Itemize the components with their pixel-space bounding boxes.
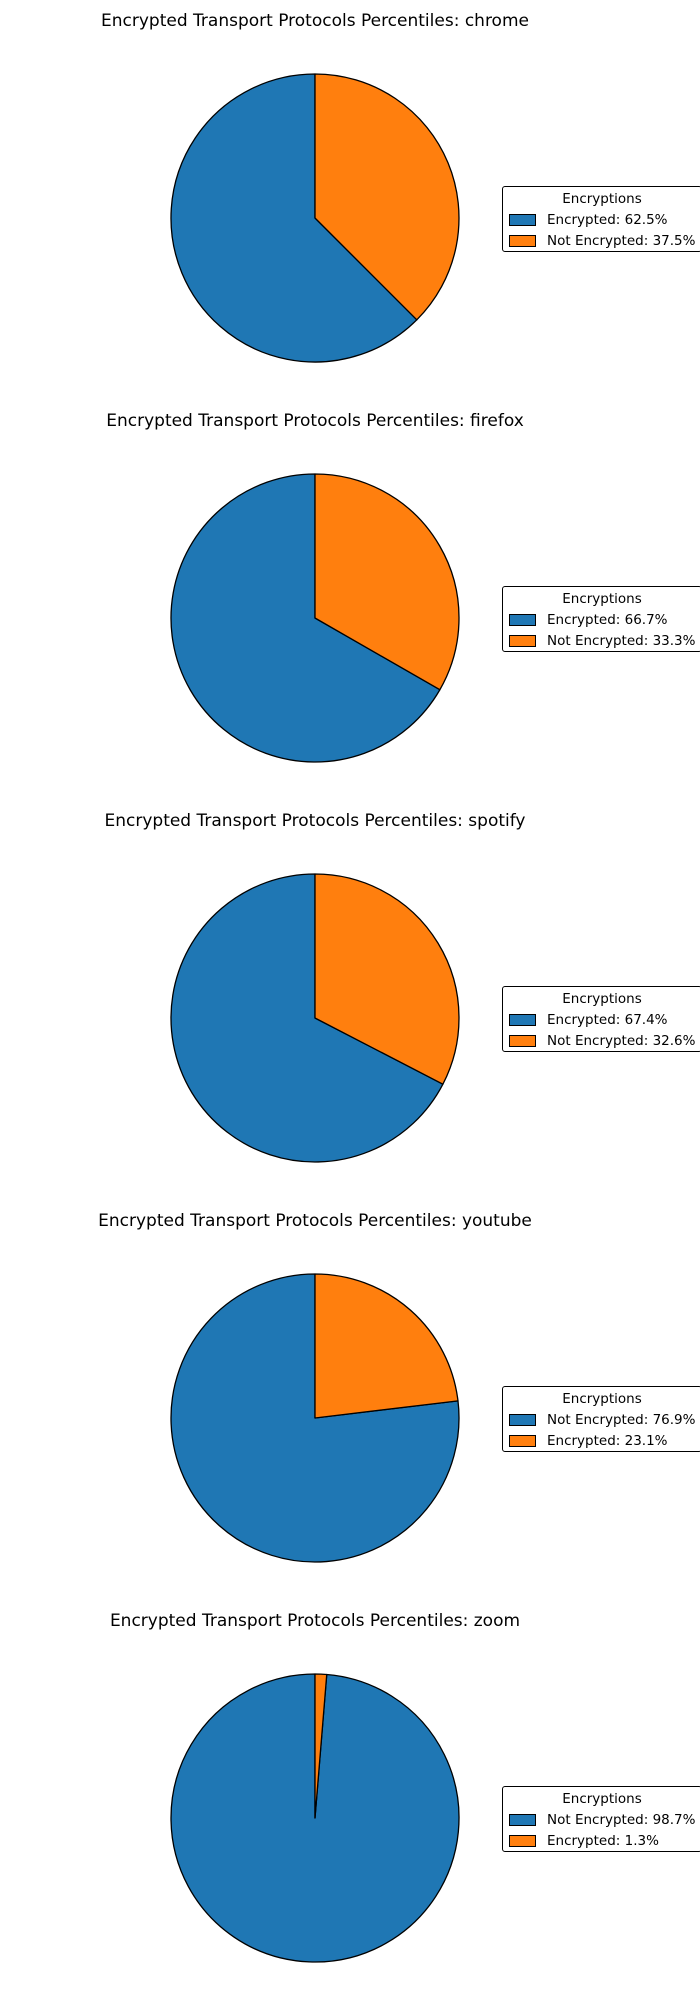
legend: Encryptions Encrypted: 67.4% Not Encrypt… — [502, 986, 700, 1052]
chart-title: Encrypted Transport Protocols Percentile… — [101, 11, 529, 31]
legend-label: Not Encrypted: 76.9% — [547, 1411, 696, 1428]
legend-label: Encrypted: 1.3% — [547, 1832, 659, 1849]
legend-label: Not Encrypted: 32.6% — [547, 1032, 696, 1049]
pie-slice-not-encrypted — [170, 1273, 460, 1563]
pie-panel-zoom: Encrypted Transport Protocols Percentile… — [0, 1600, 700, 2000]
legend: Encryptions Not Encrypted: 76.9% Encrypt… — [502, 1386, 700, 1452]
legend-swatch — [509, 213, 536, 226]
legend-item: Not Encrypted: 33.3% — [503, 630, 700, 651]
legend-swatch — [509, 234, 536, 247]
pie-slice-encrypted — [170, 473, 441, 763]
pie-slice-encrypted — [314, 1673, 328, 1819]
legend-label: Not Encrypted: 98.7% — [547, 1811, 696, 1828]
legend-item: Not Encrypted: 32.6% — [503, 1030, 700, 1051]
pie-chart-firefox — [170, 473, 460, 763]
legend: Encryptions Not Encrypted: 98.7% Encrypt… — [502, 1786, 700, 1852]
chart-title: Encrypted Transport Protocols Percentile… — [98, 1211, 532, 1231]
pie-chart-zoom — [170, 1673, 460, 1963]
legend-label: Not Encrypted: 37.5% — [547, 232, 696, 249]
legend-item: Encrypted: 62.5% — [503, 209, 700, 230]
legend-item: Encrypted: 23.1% — [503, 1430, 700, 1451]
legend-title: Encryptions — [562, 1791, 642, 1807]
pie-panel-chrome: Encrypted Transport Protocols Percentile… — [0, 0, 700, 400]
pie-chart-youtube — [170, 1273, 460, 1563]
legend-title: Encryptions — [562, 591, 642, 607]
legend-swatch — [509, 1834, 536, 1847]
legend-label: Encrypted: 23.1% — [547, 1432, 668, 1449]
pie-slice-not-encrypted — [314, 873, 460, 1085]
legend-item: Not Encrypted: 98.7% — [503, 1809, 700, 1830]
pie-panel-spotify: Encrypted Transport Protocols Percentile… — [0, 800, 700, 1200]
pie-chart-chrome — [170, 73, 460, 363]
legend-title: Encryptions — [562, 991, 642, 1007]
legend-title: Encryptions — [562, 1391, 642, 1407]
legend-item: Encrypted: 67.4% — [503, 1009, 700, 1030]
pie-panel-youtube: Encrypted Transport Protocols Percentile… — [0, 1200, 700, 1600]
legend-swatch — [509, 1413, 536, 1426]
legend-label: Encrypted: 66.7% — [547, 611, 668, 628]
pie-slice-encrypted — [170, 73, 418, 363]
pie-slice-not-encrypted — [314, 73, 460, 321]
legend-label: Encrypted: 67.4% — [547, 1011, 668, 1028]
legend-swatch — [509, 1034, 536, 1047]
legend-item: Encrypted: 1.3% — [503, 1830, 700, 1851]
legend-swatch — [509, 613, 536, 626]
legend-swatch — [509, 1013, 536, 1026]
pie-chart-spotify — [170, 873, 460, 1163]
legend-item: Not Encrypted: 76.9% — [503, 1409, 700, 1430]
chart-title: Encrypted Transport Protocols Percentile… — [104, 811, 526, 831]
legend: Encryptions Encrypted: 62.5% Not Encrypt… — [502, 186, 700, 252]
pie-slice-encrypted — [170, 873, 444, 1163]
pie-slice-not-encrypted — [314, 473, 460, 691]
pie-panel-firefox: Encrypted Transport Protocols Percentile… — [0, 400, 700, 800]
legend-title: Encryptions — [562, 191, 642, 207]
legend-item: Encrypted: 66.7% — [503, 609, 700, 630]
legend-swatch — [509, 634, 536, 647]
legend-label: Encrypted: 62.5% — [547, 211, 668, 228]
legend-item: Not Encrypted: 37.5% — [503, 230, 700, 251]
legend: Encryptions Encrypted: 66.7% Not Encrypt… — [502, 586, 700, 652]
pie-slice-encrypted — [314, 1273, 459, 1419]
legend-label: Not Encrypted: 33.3% — [547, 632, 696, 649]
chart-title: Encrypted Transport Protocols Percentile… — [106, 411, 524, 431]
chart-title: Encrypted Transport Protocols Percentile… — [109, 1611, 521, 1631]
legend-swatch — [509, 1813, 536, 1826]
legend-swatch — [509, 1434, 536, 1447]
